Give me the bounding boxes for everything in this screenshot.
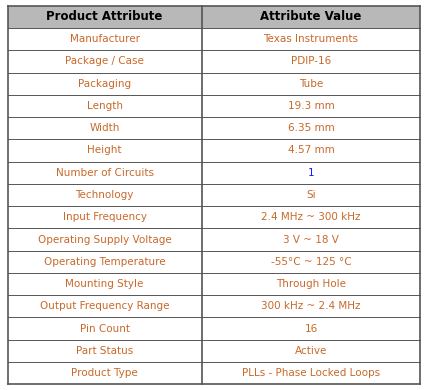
Text: -55°C ~ 125 °C: -55°C ~ 125 °C (270, 257, 351, 267)
Text: 19.3 mm: 19.3 mm (288, 101, 334, 111)
Bar (202, 117, 420, 139)
Bar (202, 6, 420, 28)
Bar (202, 273, 420, 295)
Text: 2.4 MHz ~ 300 kHz: 2.4 MHz ~ 300 kHz (261, 212, 361, 222)
Bar (8, 362, 202, 384)
Text: Input Frequency: Input Frequency (62, 212, 147, 222)
Bar (8, 161, 202, 184)
Bar (202, 28, 420, 50)
Bar (202, 295, 420, 317)
Bar (202, 362, 420, 384)
Bar (8, 139, 202, 161)
Text: Operating Temperature: Operating Temperature (44, 257, 166, 267)
Bar (202, 139, 420, 161)
Bar (8, 251, 202, 273)
Bar (8, 6, 202, 28)
Text: Operating Supply Voltage: Operating Supply Voltage (38, 234, 172, 245)
Text: 300 kHz ~ 2.4 MHz: 300 kHz ~ 2.4 MHz (261, 301, 361, 311)
Bar (8, 117, 202, 139)
Text: Pin Count: Pin Count (80, 324, 130, 333)
Bar (202, 184, 420, 206)
Bar (8, 273, 202, 295)
Text: Through Hole: Through Hole (276, 279, 346, 289)
Bar (202, 73, 420, 95)
Text: Manufacturer: Manufacturer (70, 34, 140, 44)
Bar (202, 317, 420, 340)
Text: Width: Width (89, 123, 120, 133)
Bar (8, 229, 202, 251)
Bar (202, 251, 420, 273)
Text: Active: Active (295, 346, 327, 356)
Text: PLLs - Phase Locked Loops: PLLs - Phase Locked Loops (242, 368, 380, 378)
Text: Tube: Tube (299, 79, 323, 89)
Bar (8, 184, 202, 206)
Text: 1: 1 (308, 168, 314, 178)
Text: Package / Case: Package / Case (65, 57, 144, 66)
Bar (8, 28, 202, 50)
Text: Length: Length (86, 101, 123, 111)
Text: Product Type: Product Type (71, 368, 138, 378)
Text: Height: Height (87, 145, 122, 156)
Text: 6.35 mm: 6.35 mm (288, 123, 334, 133)
Text: 4.57 mm: 4.57 mm (288, 145, 334, 156)
Bar (202, 161, 420, 184)
Bar (8, 95, 202, 117)
Text: Technology: Technology (75, 190, 134, 200)
Bar (8, 340, 202, 362)
Text: PDIP-16: PDIP-16 (291, 57, 331, 66)
Text: Mounting Style: Mounting Style (65, 279, 144, 289)
Text: Number of Circuits: Number of Circuits (56, 168, 154, 178)
Text: 16: 16 (304, 324, 318, 333)
Text: Product Attribute: Product Attribute (47, 11, 163, 23)
Bar (8, 295, 202, 317)
Bar (8, 206, 202, 229)
Bar (202, 206, 420, 229)
Bar (202, 50, 420, 73)
Bar (8, 50, 202, 73)
Bar (202, 95, 420, 117)
Bar (8, 73, 202, 95)
Text: Texas Instruments: Texas Instruments (264, 34, 359, 44)
Bar (202, 340, 420, 362)
Bar (8, 317, 202, 340)
Text: Packaging: Packaging (78, 79, 131, 89)
Text: Output Frequency Range: Output Frequency Range (40, 301, 169, 311)
Text: 3 V ~ 18 V: 3 V ~ 18 V (283, 234, 339, 245)
Text: Part Status: Part Status (76, 346, 133, 356)
Bar (202, 229, 420, 251)
Text: Attribute Value: Attribute Value (260, 11, 362, 23)
Text: Si: Si (306, 190, 316, 200)
